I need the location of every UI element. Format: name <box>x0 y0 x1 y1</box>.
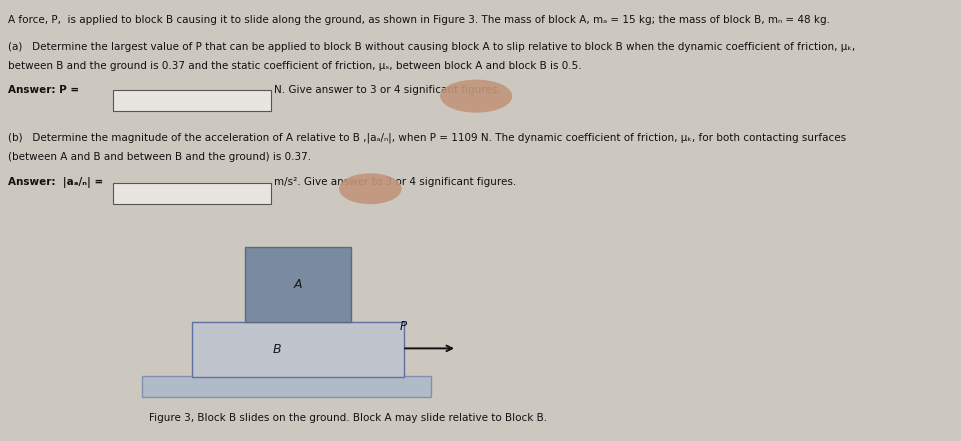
Text: P: P <box>399 320 406 333</box>
FancyBboxPatch shape <box>112 90 271 111</box>
Text: Figure 3, Block B slides on the ground. Block A may slide relative to Block B.: Figure 3, Block B slides on the ground. … <box>149 413 547 423</box>
Ellipse shape <box>338 173 402 204</box>
FancyBboxPatch shape <box>142 376 431 397</box>
FancyBboxPatch shape <box>112 183 271 204</box>
FancyBboxPatch shape <box>192 322 404 377</box>
Text: (b)   Determine the magnitude of the acceleration of A relative to B ,|aₐ/ₙ|, wh: (b) Determine the magnitude of the accel… <box>8 132 845 143</box>
Text: A force, P,  is applied to block B causing it to slide along the ground, as show: A force, P, is applied to block B causin… <box>8 15 828 26</box>
Text: Answer: P =: Answer: P = <box>8 85 79 95</box>
Text: A: A <box>294 278 302 291</box>
Text: m/s². Give answer to 3 or 4 significant figures.: m/s². Give answer to 3 or 4 significant … <box>274 177 516 187</box>
Text: B: B <box>273 343 281 356</box>
FancyBboxPatch shape <box>245 247 351 322</box>
Ellipse shape <box>439 79 511 112</box>
Text: (between A and B and between B and the ground) is 0.37.: (between A and B and between B and the g… <box>8 152 310 162</box>
Text: between B and the ground is 0.37 and the static coefficient of friction, μₛ, bet: between B and the ground is 0.37 and the… <box>8 61 580 71</box>
Text: (a)   Determine the largest value of P that can be applied to block B without ca: (a) Determine the largest value of P tha… <box>8 42 854 52</box>
Text: Answer:  |aₐ/ₙ| =: Answer: |aₐ/ₙ| = <box>8 177 103 188</box>
Text: N. Give answer to 3 or 4 significant figures.: N. Give answer to 3 or 4 significant fig… <box>274 85 501 95</box>
